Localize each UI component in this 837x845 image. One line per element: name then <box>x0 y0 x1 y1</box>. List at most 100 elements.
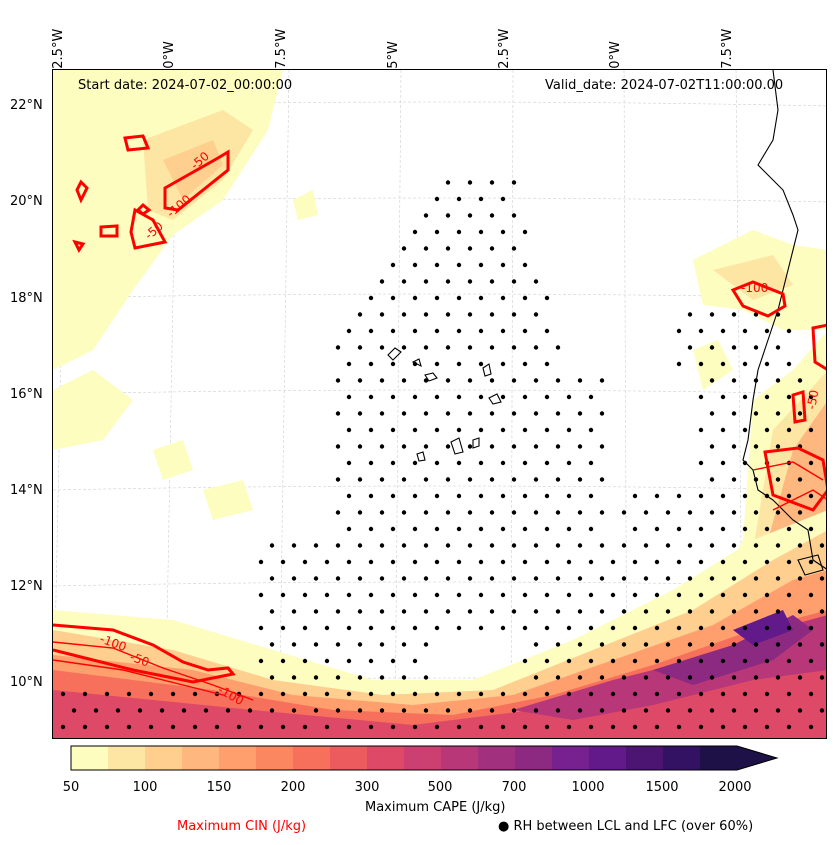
rh-dot <box>698 658 704 664</box>
rh-dot <box>742 427 748 433</box>
rh-dot <box>720 361 726 367</box>
rh-dot <box>269 576 275 581</box>
rh-dot <box>533 411 539 416</box>
rh-dot <box>566 592 572 598</box>
colorbar <box>70 745 779 771</box>
rh-dot <box>533 675 539 680</box>
rh-dot <box>522 295 528 301</box>
rh-dot <box>522 625 528 631</box>
rh-dot <box>291 576 297 581</box>
rh-dot <box>500 295 506 301</box>
rh-dot <box>808 658 814 664</box>
rh-dot <box>313 609 319 614</box>
rh-dot <box>610 724 616 730</box>
rh-dot <box>269 543 275 548</box>
rh-dot <box>313 675 319 680</box>
rh-dot <box>423 312 429 317</box>
rh-dot <box>720 460 726 466</box>
colorbar-extend-arrow <box>737 746 777 770</box>
rh-dot <box>522 328 528 334</box>
rh-dot <box>522 691 528 697</box>
rh-dot <box>423 675 429 680</box>
rh-dot <box>379 345 385 350</box>
rh-dot <box>742 658 748 664</box>
rh-dot <box>500 262 506 268</box>
rh-dot <box>676 328 682 334</box>
rh-dot <box>775 411 781 416</box>
rh-dot <box>434 295 440 301</box>
rh-dot <box>357 642 363 647</box>
rh-dot <box>390 427 396 433</box>
rh-dot <box>324 691 330 697</box>
rh-dot <box>423 510 429 515</box>
rh-dot <box>819 576 825 581</box>
rh-dot <box>665 675 671 680</box>
colorbar-segment <box>663 746 700 770</box>
rh-dot <box>775 609 781 614</box>
rh-dot <box>522 724 528 730</box>
rh-dot <box>379 510 385 515</box>
rh-dot <box>335 378 341 383</box>
lat-label: 14°N <box>10 483 43 498</box>
rh-dot <box>687 642 693 647</box>
rh-dot <box>467 345 473 350</box>
rh-dot <box>775 345 781 350</box>
rh-dot <box>324 724 330 730</box>
rh-dot <box>687 609 693 614</box>
colorbar-tick: 200 <box>280 780 306 795</box>
rh-dot <box>588 658 594 664</box>
rh-dot <box>478 361 484 367</box>
rh-dot <box>731 708 737 713</box>
rh-dot <box>478 196 484 202</box>
rh-dot <box>104 691 110 697</box>
rh-dot <box>445 246 451 251</box>
rh-dot <box>555 576 561 581</box>
rh-dot <box>731 378 737 383</box>
rh-dot <box>313 708 319 713</box>
rh-dot <box>390 394 396 400</box>
rh-dot <box>676 493 682 499</box>
rh-dot <box>632 691 638 697</box>
rh-dot <box>379 576 385 581</box>
colorbar-tick: 700 <box>501 780 527 795</box>
rh-dot <box>368 361 374 367</box>
rh-dot <box>566 691 572 697</box>
rh-dot <box>566 526 572 532</box>
rh-dot <box>621 543 627 548</box>
colorbar-tick: 1500 <box>645 780 679 795</box>
contour-label: -50 <box>804 389 821 411</box>
colorbar-segment <box>71 746 108 770</box>
rh-dot <box>654 724 660 730</box>
rh-dot <box>511 180 517 185</box>
cape-field <box>53 70 826 738</box>
rh-dot <box>742 592 748 598</box>
rh-dot <box>522 526 528 532</box>
rh-dot <box>346 427 352 433</box>
rh-dot <box>698 493 704 499</box>
rh-dot <box>555 444 561 449</box>
colorbar-segment <box>700 746 737 770</box>
rh-dot <box>324 592 330 598</box>
rh-dot <box>709 345 715 350</box>
rh-dot <box>544 559 550 565</box>
rh-dot <box>412 328 418 334</box>
rh-dot <box>357 312 363 317</box>
rh-dot <box>577 543 583 548</box>
rh-dot <box>148 724 154 730</box>
rh-dot <box>731 675 737 680</box>
rh-dot <box>632 625 638 631</box>
rh-dot <box>379 312 385 317</box>
rh-dot <box>753 312 759 317</box>
rh-dot <box>478 394 484 400</box>
rh-dot <box>808 526 814 532</box>
rh-dot <box>797 378 803 383</box>
rh-dot <box>731 477 737 482</box>
rh-dot <box>412 394 418 400</box>
rh-dot <box>511 708 517 713</box>
rh-dot <box>709 444 715 449</box>
rh-dot <box>401 642 407 647</box>
rh-dot <box>456 262 462 268</box>
rh-dot <box>687 708 693 713</box>
rh-dot <box>753 345 759 350</box>
rh-dot <box>720 328 726 334</box>
